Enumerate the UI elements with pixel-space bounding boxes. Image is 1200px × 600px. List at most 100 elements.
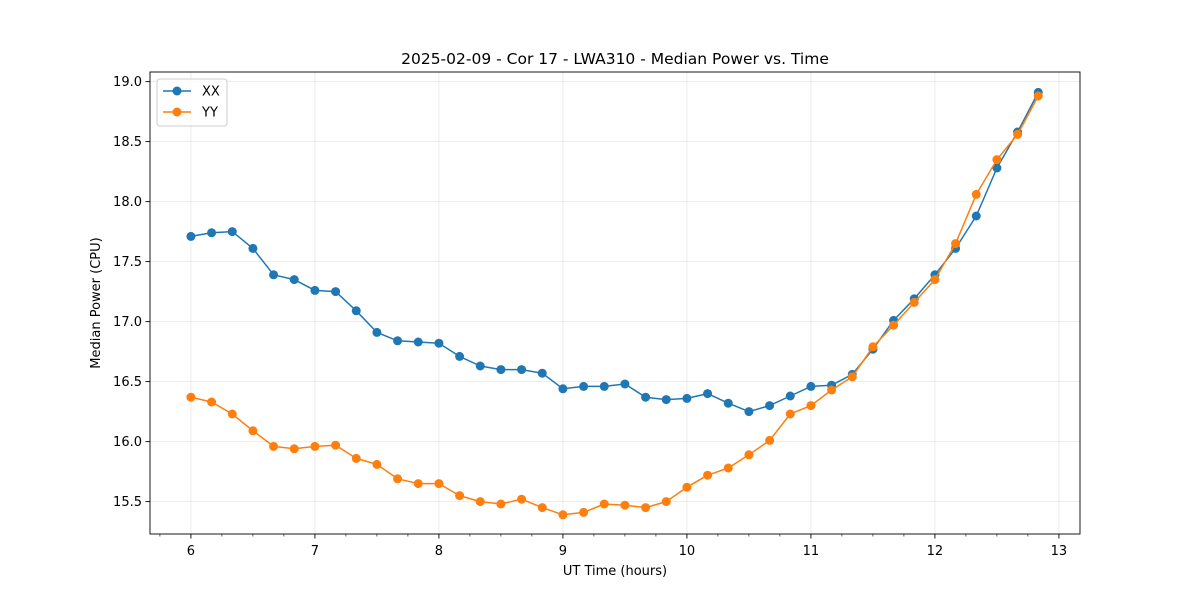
data-point-yy	[992, 155, 1002, 165]
data-point-xx	[723, 398, 733, 408]
data-point-xx	[413, 337, 423, 347]
data-point-yy	[186, 392, 196, 402]
plot-frame	[149, 71, 1081, 535]
data-point-yy	[661, 497, 671, 507]
data-point-xx	[744, 407, 754, 417]
data-point-yy	[248, 426, 258, 436]
data-point-xx	[207, 228, 217, 238]
data-point-xx	[620, 379, 630, 389]
data-point-xx	[579, 381, 589, 391]
data-point-xx	[289, 275, 299, 285]
data-point-yy	[744, 450, 754, 460]
data-point-yy	[331, 440, 341, 450]
y-tick-label: 16.0	[113, 435, 142, 450]
data-point-xx	[558, 384, 568, 394]
data-point-yy	[1033, 91, 1043, 101]
legend-label-yy: YY	[201, 106, 218, 121]
data-point-yy	[703, 470, 713, 480]
data-point-yy	[434, 479, 444, 489]
data-point-xx	[661, 395, 671, 405]
data-point-yy	[723, 463, 733, 473]
data-point-yy	[207, 397, 217, 407]
data-point-xx	[599, 381, 609, 391]
data-point-xx	[517, 365, 527, 375]
data-point-xx	[971, 211, 981, 221]
data-point-yy	[620, 500, 630, 510]
data-point-yy	[889, 320, 899, 330]
x-axis-label: UT Time (hours)	[563, 564, 667, 579]
x-tick-label: 10	[679, 544, 696, 559]
data-point-yy	[785, 409, 795, 419]
data-point-yy	[579, 507, 589, 517]
data-point-yy	[517, 494, 527, 504]
y-tick-label: 18.5	[113, 135, 142, 150]
data-point-yy	[413, 479, 423, 489]
legend: XX YY	[156, 78, 228, 127]
data-point-yy	[682, 482, 692, 492]
x-tick-label: 9	[559, 544, 567, 559]
data-point-yy	[827, 385, 837, 395]
data-point-xx	[496, 365, 506, 375]
data-point-yy	[558, 510, 568, 520]
data-point-xx	[269, 270, 279, 280]
x-tick-label: 12	[927, 544, 944, 559]
data-point-yy	[372, 459, 382, 469]
data-point-yy	[765, 435, 775, 445]
data-point-yy	[806, 401, 816, 411]
data-point-xx	[310, 285, 320, 295]
data-point-xx	[785, 391, 795, 401]
y-tick-label: 18.0	[113, 195, 142, 210]
data-point-yy	[930, 275, 940, 285]
x-tick-label: 6	[187, 544, 195, 559]
data-point-xx	[227, 227, 237, 237]
data-point-xx	[703, 389, 713, 399]
data-point-yy	[475, 497, 485, 507]
data-point-xx	[537, 368, 547, 378]
data-point-yy	[269, 441, 279, 451]
data-point-yy	[393, 474, 403, 484]
series-layer	[186, 87, 1043, 520]
x-tick-label: 8	[435, 544, 443, 559]
y-tick-label: 19.0	[113, 75, 142, 90]
data-point-yy	[496, 499, 506, 509]
legend-label-xx: XX	[202, 85, 220, 100]
y-tick-label: 16.5	[113, 375, 142, 390]
data-point-xx	[475, 361, 485, 371]
y-tick-label: 17.5	[113, 255, 142, 270]
data-point-xx	[372, 327, 382, 337]
legend-xx-marker	[172, 86, 182, 96]
data-point-xx	[455, 351, 465, 361]
data-point-yy	[455, 491, 465, 501]
data-point-xx	[248, 243, 258, 253]
axis-ticks: 6 7 8 9 10 11 12 13 15.5 16.0 16.5 17.0 17.5 18.0 18.5…	[113, 75, 1067, 559]
data-point-yy	[537, 503, 547, 513]
data-point-yy	[351, 453, 361, 463]
data-point-yy	[971, 189, 981, 199]
data-point-xx	[806, 381, 816, 391]
data-point-yy	[909, 297, 919, 307]
y-tick-label: 17.0	[113, 315, 142, 330]
data-point-yy	[868, 342, 878, 352]
grid	[150, 72, 1080, 534]
data-point-yy	[951, 239, 961, 249]
y-axis-label: Median Power (CPU)	[89, 237, 104, 368]
data-point-xx	[682, 393, 692, 403]
data-point-xx	[186, 231, 196, 241]
data-point-xx	[641, 392, 651, 402]
data-point-yy	[599, 499, 609, 509]
chart-title: 2025-02-09 - Cor 17 - LWA310 - Median Po…	[401, 50, 829, 68]
data-point-xx	[765, 401, 775, 411]
x-tick-label: 11	[803, 544, 820, 559]
data-point-yy	[641, 503, 651, 513]
data-point-xx	[393, 336, 403, 346]
data-point-yy	[1013, 129, 1023, 139]
data-point-xx	[992, 163, 1002, 173]
x-tick-label: 13	[1051, 544, 1068, 559]
data-point-yy	[227, 409, 237, 419]
data-point-xx	[434, 338, 444, 348]
y-tick-label: 15.5	[113, 495, 142, 510]
legend-yy-marker	[172, 107, 182, 117]
data-point-yy	[289, 444, 299, 454]
data-point-xx	[351, 306, 361, 316]
